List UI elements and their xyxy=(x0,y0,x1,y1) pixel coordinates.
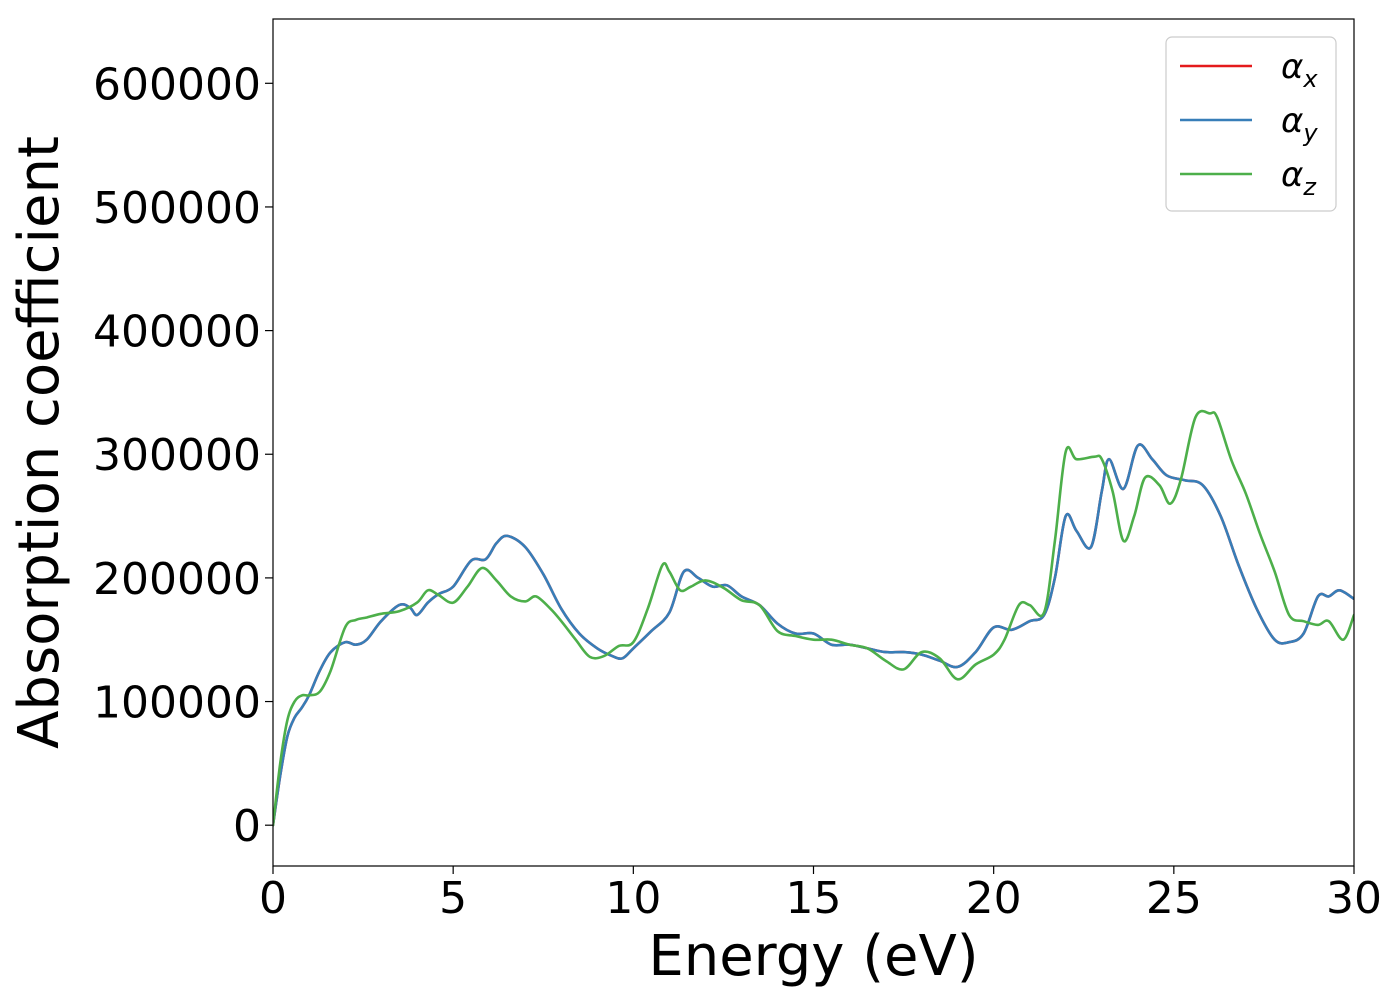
legend-box xyxy=(1165,36,1337,212)
y-tick-label: 300000 xyxy=(93,430,261,481)
y-tick-label: 600000 xyxy=(93,59,261,110)
x-tick-label: 20 xyxy=(966,873,1022,924)
legend-label-y: αy xyxy=(1281,101,1318,147)
series-line-y xyxy=(273,443,1354,827)
x-tick-label: 10 xyxy=(605,873,661,924)
x-tick-label: 0 xyxy=(259,873,287,924)
y-tick-label: 200000 xyxy=(93,554,261,605)
legend-label-x: αx xyxy=(1281,47,1318,93)
y-tick-label: 100000 xyxy=(93,678,261,729)
series-line-z xyxy=(273,409,1354,827)
x-tick-label: 15 xyxy=(786,873,842,924)
legend: αx αy αz xyxy=(1165,36,1337,212)
y-axis-label: Absorption coefficient xyxy=(7,136,72,749)
y-tick-label: 500000 xyxy=(93,183,261,234)
y-tick-label: 400000 xyxy=(93,307,261,358)
x-tick-label: 25 xyxy=(1146,873,1202,924)
x-tick-label: 5 xyxy=(439,873,467,924)
legend-label-z: αz xyxy=(1281,155,1317,201)
y-tick-label: 0 xyxy=(233,801,261,852)
x-axis: 0 5 10 15 20 25 30 xyxy=(259,866,1382,924)
x-axis-label: Energy (eV) xyxy=(648,924,978,989)
x-tick-label: 30 xyxy=(1326,873,1382,924)
y-axis: 0 100000 200000 300000 400000 500000 600000 xyxy=(93,59,273,852)
plot-lines xyxy=(273,409,1354,827)
